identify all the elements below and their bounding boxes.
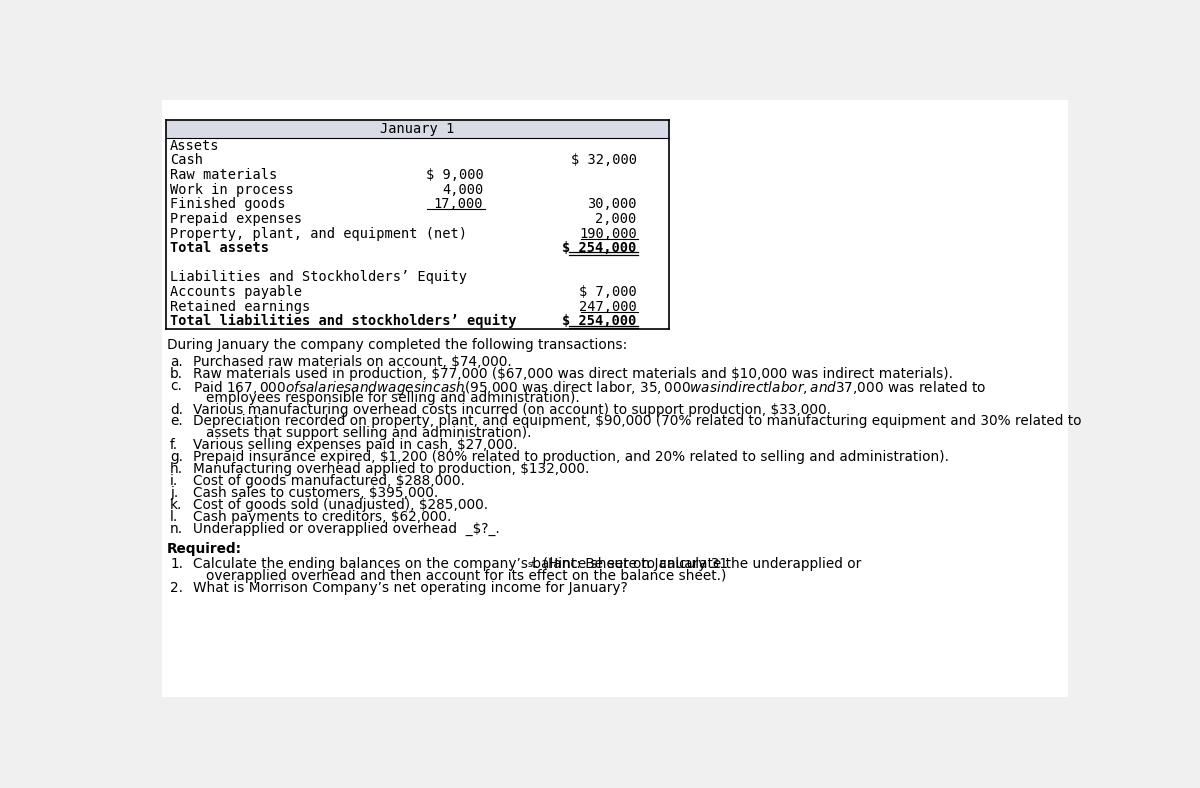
Text: Property, plant, and equipment (net): Property, plant, and equipment (net) [170,226,467,240]
Text: k.: k. [170,498,182,512]
Text: Various manufacturing overhead costs incurred (on account) to support production: Various manufacturing overhead costs inc… [193,403,832,417]
Text: l.: l. [170,510,179,524]
Text: Manufacturing overhead applied to production, $132,000.: Manufacturing overhead applied to produc… [193,463,589,476]
Text: $ 32,000: $ 32,000 [571,154,637,167]
Text: $ 254,000: $ 254,000 [563,314,637,329]
Text: Raw materials: Raw materials [170,168,277,182]
Text: 190,000: 190,000 [578,226,637,240]
Text: overapplied overhead and then account for its effect on the balance sheet.): overapplied overhead and then account fo… [206,569,726,583]
Text: 247,000: 247,000 [578,299,637,314]
Text: e.: e. [170,414,182,429]
Text: 17,000: 17,000 [433,197,484,211]
Text: Calculate the ending balances on the company’s balance sheet on January 31: Calculate the ending balances on the com… [193,557,728,571]
Text: 4,000: 4,000 [442,183,484,197]
Text: Cash: Cash [170,154,203,167]
Text: Raw materials used in production, $77,000 ($67,000 was direct materials and $10,: Raw materials used in production, $77,00… [193,366,953,381]
Text: Total assets: Total assets [170,241,269,255]
Text: f.: f. [170,438,179,452]
Text: Purchased raw materials on account, $74,000.: Purchased raw materials on account, $74,… [193,355,512,369]
Text: 2.: 2. [170,581,184,595]
Text: Underapplied or overapplied overhead  _$?_.: Underapplied or overapplied overhead _$?… [193,522,509,536]
Text: $ 9,000: $ 9,000 [426,168,484,182]
Bar [166,139,670,329]
Text: Work in process: Work in process [170,183,294,197]
Text: st: st [527,560,535,569]
Text: Liabilities and Stockholders’ Equity: Liabilities and Stockholders’ Equity [170,270,467,284]
Text: Cash sales to customers, $395,000.: Cash sales to customers, $395,000. [193,486,439,500]
Text: Assets: Assets [170,139,220,153]
Text: Retained earnings: Retained earnings [170,299,311,314]
Text: Finished goods: Finished goods [170,197,286,211]
Text: January 1: January 1 [380,122,455,136]
Text: n.: n. [170,522,184,536]
Text: c.: c. [170,379,182,392]
Text: j.: j. [170,486,179,500]
Text: . (Hint: Be sure to calculate the underapplied or: . (Hint: Be sure to calculate the undera… [534,557,862,571]
Text: During January the company completed the following transactions:: During January the company completed the… [167,338,628,352]
Text: assets that support selling and administration).: assets that support selling and administ… [206,426,532,440]
Text: Required:: Required: [167,541,242,556]
Text: 1.: 1. [170,557,184,571]
Bar [166,120,670,139]
Text: i.: i. [170,474,179,489]
Text: g.: g. [170,450,184,464]
Text: Paid $167,000 of salaries and wages in cash ($95,000 was direct labor, $35,000 w: Paid $167,000 of salaries and wages in c… [193,379,986,396]
Text: What is Morrison Company’s net operating income for January?: What is Morrison Company’s net operating… [193,581,628,595]
Text: $ 7,000: $ 7,000 [578,285,637,299]
Text: employees responsible for selling and administration).: employees responsible for selling and ad… [206,391,580,404]
Text: h.: h. [170,463,184,476]
Text: Prepaid expenses: Prepaid expenses [170,212,302,226]
Text: Various selling expenses paid in cash, $27,000.: Various selling expenses paid in cash, $… [193,438,518,452]
Text: Total liabilities and stockholders’ equity: Total liabilities and stockholders’ equi… [170,314,517,329]
Text: Cost of goods sold (unadjusted), $285,000.: Cost of goods sold (unadjusted), $285,00… [193,498,488,512]
Text: $ 254,000: $ 254,000 [563,241,637,255]
Text: Cost of goods manufactured, $288,000.: Cost of goods manufactured, $288,000. [193,474,466,489]
Text: 2,000: 2,000 [595,212,637,226]
Text: a.: a. [170,355,182,369]
Text: Accounts payable: Accounts payable [170,285,302,299]
Text: Prepaid insurance expired, $1,200 (80% related to production, and 20% related to: Prepaid insurance expired, $1,200 (80% r… [193,450,949,464]
Text: b.: b. [170,366,184,381]
Text: d.: d. [170,403,184,417]
Text: Cash payments to creditors, $62,000.: Cash payments to creditors, $62,000. [193,510,451,524]
Text: Depreciation recorded on property, plant, and equipment, $90,000 (70% related to: Depreciation recorded on property, plant… [193,414,1082,429]
Text: 30,000: 30,000 [587,197,637,211]
